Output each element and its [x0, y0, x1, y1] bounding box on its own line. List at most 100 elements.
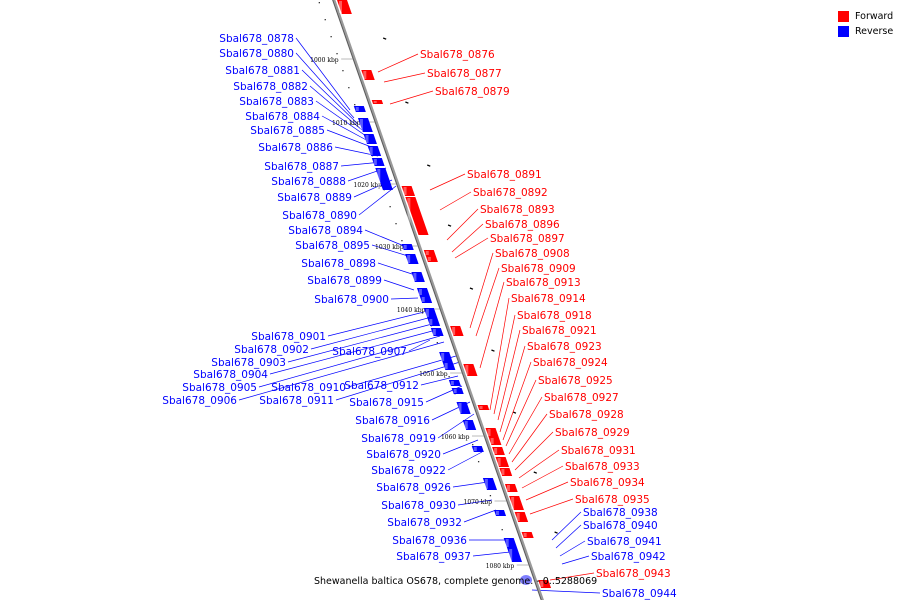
gene-label[interactable]: Sbal678_0902	[234, 344, 309, 356]
gene-label[interactable]: Sbal678_0891	[467, 169, 542, 181]
forward-gene-glyph[interactable]	[425, 256, 438, 262]
forward-gene-glyph[interactable]	[538, 580, 552, 588]
gene-label[interactable]: Sbal678_0892	[473, 187, 548, 199]
gene-label[interactable]: Sbal678_0879	[435, 86, 510, 98]
gene-label[interactable]: Sbal678_0877	[427, 68, 502, 80]
gene-label[interactable]: Sbal678_0900	[314, 294, 389, 306]
gene-label[interactable]: Sbal678_0898	[301, 258, 376, 270]
forward-gene-glyph[interactable]	[405, 197, 429, 235]
gene-label[interactable]: Sbal678_0940	[583, 520, 658, 532]
reverse-gene-glyph[interactable]	[371, 158, 385, 166]
gene-label[interactable]: Sbal678_0942	[591, 551, 666, 563]
gene-label[interactable]: Sbal678_0918	[517, 310, 592, 322]
forward-gene-glyph[interactable]	[450, 326, 464, 336]
forward-gene-glyph[interactable]	[504, 484, 518, 492]
gene-label[interactable]: Sbal678_0914	[511, 293, 586, 305]
gene-label[interactable]: Sbal678_0887	[264, 161, 339, 173]
reverse-gene-glyph[interactable]	[353, 106, 366, 112]
gene-label[interactable]: Sbal678_0921	[522, 325, 597, 337]
gene-label[interactable]: Sbal678_0919	[361, 433, 436, 445]
reverse-gene-glyph[interactable]	[411, 272, 425, 282]
forward-gene-glyph[interactable]	[401, 186, 416, 196]
gene-label[interactable]: Sbal678_0931	[561, 445, 636, 457]
gene-label[interactable]: Sbal678_0904	[193, 369, 268, 381]
gene-label[interactable]: Sbal678_0909	[501, 263, 576, 275]
gene-label[interactable]: Sbal678_0901	[251, 331, 326, 343]
forward-gene-glyph[interactable]	[499, 468, 513, 476]
gene-label[interactable]: Sbal678_0894	[288, 225, 363, 237]
gene-label[interactable]: Sbal678_0933	[565, 461, 640, 473]
gene-label[interactable]: Sbal678_0895	[295, 240, 370, 252]
reverse-gene-glyph[interactable]	[367, 146, 382, 156]
gene-label[interactable]: Sbal678_0927	[544, 392, 619, 404]
forward-gene-glyph[interactable]	[463, 364, 478, 376]
gene-label[interactable]: Sbal678_0912	[344, 380, 419, 392]
gene-label[interactable]: Sbal678_0915	[349, 397, 424, 409]
gene-label[interactable]: Sbal678_0906	[162, 395, 237, 407]
gene-label[interactable]: Sbal678_0925	[538, 375, 613, 387]
gene-label[interactable]: Sbal678_0881	[225, 65, 300, 77]
gene-label[interactable]: Sbal678_0944	[602, 588, 677, 600]
gene-label[interactable]: Sbal678_0890	[282, 210, 357, 222]
gene-label[interactable]: Sbal678_0896	[485, 219, 560, 231]
gene-label[interactable]: Sbal678_0934	[570, 477, 645, 489]
gene-label[interactable]: Sbal678_0897	[490, 233, 565, 245]
reverse-gene-glyph[interactable]	[507, 548, 523, 562]
gene-label[interactable]: Sbal678_0913	[506, 277, 581, 289]
gene-label[interactable]: Sbal678_0878	[219, 33, 294, 45]
gene-label[interactable]: Sbal678_0876	[420, 49, 495, 61]
forward-gene-glyph[interactable]	[495, 457, 510, 467]
gene-label[interactable]: Sbal678_0943	[596, 568, 671, 580]
gene-label[interactable]: Sbal678_0889	[277, 192, 352, 204]
reverse-gene-glyph[interactable]	[503, 538, 518, 548]
forward-gene-glyph[interactable]	[477, 405, 490, 410]
gene-label[interactable]: Sbal678_0884	[245, 111, 320, 123]
gene-label[interactable]: Sbal678_0923	[527, 341, 602, 353]
forward-gene-glyph[interactable]	[371, 100, 384, 104]
gene-label[interactable]: Sbal678_0888	[271, 176, 346, 188]
terminal-gene-glyph[interactable]	[520, 575, 532, 585]
reverse-gene-glyph[interactable]	[451, 388, 464, 394]
gene-label[interactable]: Sbal678_0882	[233, 81, 308, 93]
gene-label[interactable]: Sbal678_0899	[307, 275, 382, 287]
gene-label[interactable]: Sbal678_0903	[211, 357, 286, 369]
reverse-gene-glyph[interactable]	[462, 420, 477, 430]
reverse-gene-glyph[interactable]	[430, 328, 444, 336]
reverse-gene-glyph[interactable]	[357, 118, 373, 132]
forward-gene-glyph[interactable]	[492, 447, 505, 455]
reverse-gene-glyph[interactable]	[416, 288, 430, 296]
gene-label[interactable]: Sbal678_0910	[271, 382, 346, 394]
gene-label[interactable]: Sbal678_0930	[381, 500, 456, 512]
reverse-gene-glyph[interactable]	[471, 446, 484, 452]
gene-label[interactable]: Sbal678_0911	[259, 395, 334, 407]
gene-label[interactable]: Sbal678_0926	[376, 482, 451, 494]
forward-gene-glyph[interactable]	[514, 512, 529, 522]
gene-label[interactable]: Sbal678_0885	[250, 125, 325, 137]
gene-label[interactable]: Sbal678_0924	[533, 357, 608, 369]
reverse-gene-glyph[interactable]	[448, 380, 461, 386]
reverse-gene-glyph[interactable]	[405, 254, 419, 264]
reverse-gene-glyph[interactable]	[363, 134, 377, 144]
gene-label[interactable]: Sbal678_0929	[555, 427, 630, 439]
reverse-gene-glyph[interactable]	[423, 308, 438, 318]
reverse-gene-glyph[interactable]	[401, 244, 414, 250]
gene-label[interactable]: Sbal678_0916	[355, 415, 430, 427]
forward-gene-glyph[interactable]	[509, 496, 524, 510]
forward-gene-glyph[interactable]	[337, 0, 352, 14]
gene-label[interactable]: Sbal678_0908	[495, 248, 570, 260]
gene-label[interactable]: Sbal678_0920	[366, 449, 441, 461]
gene-label[interactable]: Sbal678_0907	[332, 346, 407, 358]
reverse-gene-glyph[interactable]	[419, 296, 433, 303]
reverse-gene-glyph[interactable]	[493, 510, 507, 516]
forward-gene-glyph[interactable]	[488, 437, 502, 445]
gene-label[interactable]: Sbal678_0880	[219, 48, 294, 60]
reverse-gene-glyph[interactable]	[456, 402, 471, 414]
gene-label[interactable]: Sbal678_0935	[575, 494, 650, 506]
gene-label[interactable]: Sbal678_0886	[258, 142, 333, 154]
reverse-gene-glyph[interactable]	[375, 168, 393, 190]
gene-label[interactable]: Sbal678_0893	[480, 204, 555, 216]
gene-label[interactable]: Sbal678_0932	[387, 517, 462, 529]
gene-label[interactable]: Sbal678_0922	[371, 465, 446, 477]
reverse-gene-glyph[interactable]	[427, 318, 441, 326]
gene-label[interactable]: Sbal678_0938	[583, 507, 658, 519]
